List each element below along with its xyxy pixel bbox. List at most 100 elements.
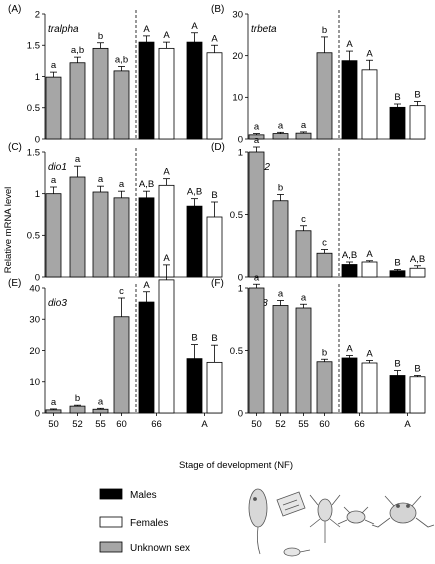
y-tick-label: 20 [29, 346, 40, 357]
bar-unknown-sex-60 [113, 70, 130, 140]
x-axis-label: Stage of development (NF) [179, 460, 293, 471]
panel-letter: (F) [211, 278, 224, 289]
bar-unknown-sex-52 [272, 133, 289, 140]
y-tick-label: 1 [35, 189, 40, 200]
y-tick-label: 1 [238, 283, 243, 294]
significance-label: A,B [187, 187, 202, 198]
significance-label: a [301, 120, 307, 131]
y-tick-label: 30 [29, 315, 40, 326]
bar-unknown-sex-60 [316, 361, 333, 414]
bar-females-66 [158, 47, 175, 140]
bar-males-66 [138, 301, 155, 414]
significance-label: A [211, 33, 218, 44]
significance-label: A [163, 253, 170, 264]
bar-unknown-sex-50 [45, 193, 62, 278]
significance-label: b [322, 25, 327, 36]
significance-label: B [211, 333, 217, 344]
bar-unknown-sex-50 [45, 409, 62, 414]
panel-dio1: (C) dio1 0 0.5 1 1.5 a a a a A,B A,B A B [8, 142, 223, 283]
y-tick-label: 10 [232, 93, 243, 104]
y-tick-label: 20 [232, 51, 243, 62]
significance-label: b [322, 347, 327, 358]
froglet-drawing [337, 506, 375, 525]
gene-name: tralpha [48, 24, 79, 35]
significance-label: A [366, 249, 373, 260]
panel-letter: (B) [211, 4, 224, 15]
tadpole-small-drawing [283, 547, 311, 557]
bar-unknown-sex-55 [92, 191, 109, 278]
significance-label: A,B [342, 250, 357, 261]
bar-females-66 [361, 69, 378, 140]
xenopus-development-illustration [248, 488, 435, 557]
tadpole-limb-bud-drawing [276, 491, 306, 517]
x-tick-label: 55 [298, 419, 309, 430]
bar-females-66 [361, 261, 378, 278]
significance-label: a [98, 174, 104, 185]
panel-dio3: (E) dio3 0 10 20 30 40 a b a c A B A B 50 52 55 60 66 A [8, 253, 223, 430]
bar-unknown-sex-52 [69, 62, 86, 140]
significance-label: a [278, 120, 284, 131]
y-tick-label: 1 [238, 147, 243, 158]
bar-unknown-sex-50 [45, 76, 62, 140]
gene-name: dio1 [48, 162, 67, 173]
legend-label: Unknown sex [130, 543, 190, 554]
y-tick-label: 10 [29, 377, 40, 388]
legend-swatch-unknown-sex [99, 541, 123, 553]
panel-letter: (C) [8, 142, 22, 153]
bar-males-A [186, 205, 203, 278]
bar-females-A [206, 52, 223, 140]
y-tick-label: 30 [232, 9, 243, 20]
significance-label: a [51, 397, 57, 408]
significance-label: a [119, 179, 125, 190]
x-tick-label: 52 [72, 419, 83, 430]
legend-label: Males [130, 490, 157, 501]
significance-label: A [163, 167, 170, 178]
bar-unknown-sex-50 [248, 287, 265, 414]
significance-label: B [211, 190, 217, 201]
y-tick-label: 40 [29, 283, 40, 294]
bar-females-A [409, 105, 426, 140]
bar-males-A [389, 375, 406, 414]
panel-letter: (D) [211, 142, 225, 153]
y-tick-label: 0 [35, 272, 40, 283]
significance-label: A [143, 280, 150, 291]
bar-males-66 [341, 264, 358, 278]
bar-females-A [206, 216, 223, 278]
significance-label: B [394, 258, 400, 269]
bar-males-A [186, 41, 203, 140]
panels: (A) tralpha 0 0.5 1 1.5 2 a a,b b a,b A A A A (B) trbeta… [8, 4, 426, 430]
y-tick-label: 0.5 [230, 346, 243, 357]
significance-label: A [366, 48, 373, 59]
bar-males-66 [138, 197, 155, 278]
x-tick-label: 55 [95, 419, 106, 430]
legend-swatch-males [99, 488, 123, 500]
x-tick-label: 60 [319, 419, 330, 430]
y-tick-label: 0.5 [230, 210, 243, 221]
significance-label: B [414, 90, 420, 101]
y-tick-label: 0 [238, 134, 243, 145]
significance-label: A [143, 24, 150, 35]
bar-unknown-sex-52 [69, 176, 86, 278]
bar-unknown-sex-52 [272, 305, 289, 414]
legend-swatch-females [99, 516, 123, 528]
significance-label: a [51, 60, 57, 71]
y-tick-label: 0.5 [27, 103, 40, 114]
y-tick-label: 1 [35, 72, 40, 83]
significance-label: a [254, 272, 260, 283]
bar-males-66 [138, 41, 155, 140]
x-tick-label: 50 [48, 419, 59, 430]
y-tick-label: 0 [238, 272, 243, 283]
y-tick-label: 0.5 [27, 231, 40, 242]
gene-name: dio3 [48, 298, 67, 309]
significance-label: a [301, 292, 307, 303]
bar-unknown-sex-60 [113, 316, 130, 414]
y-axis-label: Relative mRNA level [3, 187, 14, 274]
x-tick-label: 60 [116, 419, 127, 430]
adult-frog-drawing [371, 495, 435, 528]
gene-name: trbeta [251, 24, 277, 35]
bar-females-66 [158, 279, 175, 414]
y-tick-label: 2 [35, 9, 40, 20]
bar-females-A [206, 361, 223, 414]
y-tick-label: 1.5 [27, 147, 40, 158]
bar-unknown-sex-52 [69, 405, 86, 414]
